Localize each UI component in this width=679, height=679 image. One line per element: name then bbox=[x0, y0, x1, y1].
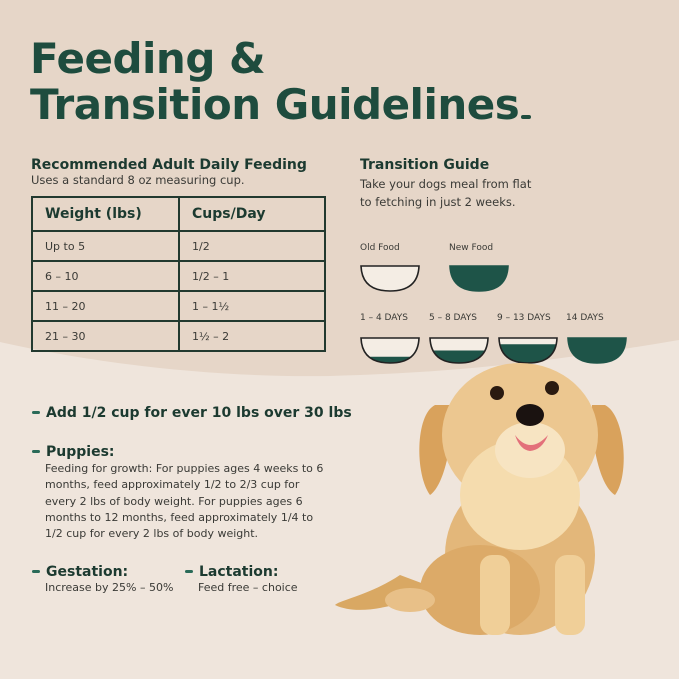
legend-label: Old Food bbox=[360, 243, 400, 253]
feeding-heading: Recommended Adult Daily Feeding bbox=[31, 157, 307, 173]
gestation-title: Gestation: bbox=[46, 564, 129, 580]
transition-line-2: to fetching in just 2 weeks. bbox=[360, 195, 516, 209]
puppies-note: Puppies: Feeding for growth: For puppies… bbox=[32, 441, 332, 542]
weight-cell: Up to 5 bbox=[31, 230, 180, 262]
extra-note-text: Add 1/2 cup for ever 10 lbs over 30 lbs bbox=[46, 405, 352, 421]
table-row: 21 – 30 1½ – 2 bbox=[31, 320, 326, 352]
lactation-note: Lactation: Feed free – choice bbox=[185, 561, 298, 596]
legend-label: New Food bbox=[449, 243, 494, 253]
column-header: Weight (lbs) bbox=[31, 196, 180, 232]
lactation-text: Feed free – choice bbox=[198, 581, 298, 594]
bowl-icon bbox=[360, 337, 420, 364]
bowl-icon bbox=[429, 337, 489, 364]
dog-image bbox=[335, 363, 624, 635]
stage-label: 5 – 8 DAYS bbox=[429, 313, 477, 323]
puppies-text: Feeding for growth: For puppies ages 4 w… bbox=[45, 462, 324, 541]
feeding-subheading: Uses a standard 8 oz measuring cup. bbox=[31, 173, 245, 187]
stage-label: 1 – 4 DAYS bbox=[360, 313, 408, 323]
feeding-table: Weight (lbs) Cups/Day Up to 5 1/2 6 – 10 1… bbox=[31, 196, 326, 352]
lactation-title: Lactation: bbox=[199, 564, 279, 580]
bowl-icon bbox=[567, 337, 627, 364]
table-row: 11 – 20 1 – 1½ bbox=[31, 290, 326, 322]
bullet-icon bbox=[32, 450, 40, 453]
table-header-row: Weight (lbs) Cups/Day bbox=[31, 196, 326, 232]
extra-note: Add 1/2 cup for ever 10 lbs over 30 lbs bbox=[32, 402, 352, 421]
bowl-icon bbox=[498, 337, 558, 364]
feeding-header: Recommended Adult Daily Feeding Uses a s… bbox=[31, 157, 307, 187]
cups-cell: 1 – 1½ bbox=[178, 290, 326, 322]
page-title: Feeding & Transition Guidelines bbox=[30, 36, 532, 128]
bullet-icon bbox=[185, 570, 193, 573]
puppies-title: Puppies: bbox=[46, 444, 115, 460]
gestation-text: Increase by 25% – 50% bbox=[45, 581, 174, 594]
transition-heading: Transition Guide bbox=[360, 157, 490, 173]
stage-label: 9 – 13 DAYS bbox=[497, 313, 551, 323]
table-row: 6 – 10 1/2 – 1 bbox=[31, 260, 326, 292]
stage-label: 14 DAYS bbox=[566, 313, 604, 323]
cups-cell: 1/2 – 1 bbox=[178, 260, 326, 292]
bullet-icon bbox=[32, 570, 40, 573]
table-row: Up to 5 1/2 bbox=[31, 230, 326, 262]
gestation-note: Gestation: Increase by 25% – 50% bbox=[32, 561, 173, 596]
transition-header: Transition Guide Take your dogs meal fro… bbox=[360, 157, 531, 211]
column-header: Cups/Day bbox=[178, 196, 326, 232]
weight-cell: 21 – 30 bbox=[31, 320, 180, 352]
weight-cell: 11 – 20 bbox=[31, 290, 180, 322]
cups-cell: 1/2 bbox=[178, 230, 326, 262]
cups-cell: 1½ – 2 bbox=[178, 320, 326, 352]
bowl-icon bbox=[360, 265, 420, 292]
bullet-icon bbox=[32, 411, 40, 414]
bowl-icon bbox=[449, 265, 509, 292]
weight-cell: 6 – 10 bbox=[31, 260, 180, 292]
transition-line-1: Take your dogs meal from flat bbox=[360, 177, 532, 191]
